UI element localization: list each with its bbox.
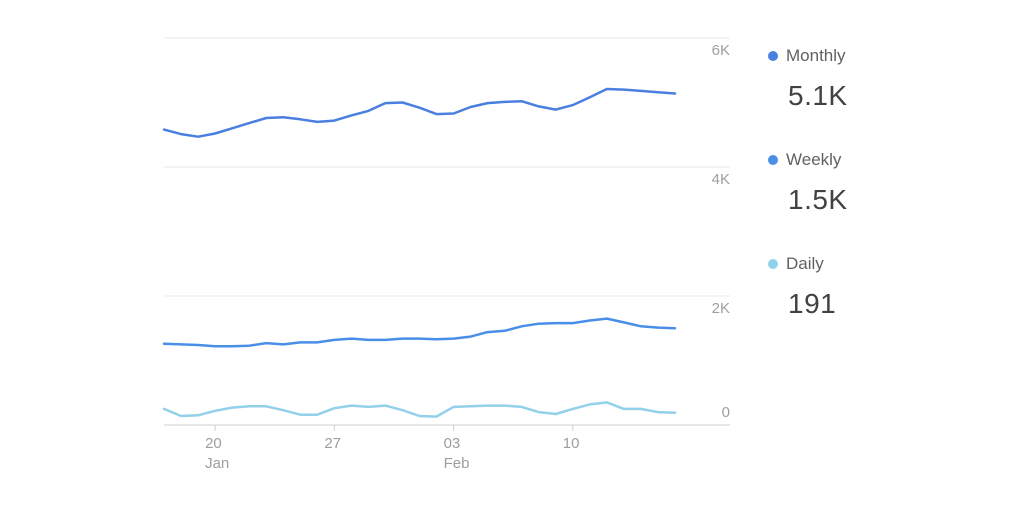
y-tick-label-0: 0 — [722, 404, 730, 421]
series-line-weekly — [162, 317, 677, 348]
legend-item-monthly[interactable]: Monthly 5.1K — [768, 44, 968, 148]
legend: Monthly 5.1K Weekly 1.5K Daily 191 — [768, 44, 968, 356]
series-line-monthly — [162, 87, 677, 138]
x-tick-day-10: 10 — [563, 435, 580, 452]
legend-dot-daily — [768, 259, 778, 269]
y-tick-label-2k: 2K — [712, 300, 730, 317]
y-axis-ticks: 0 2K 4K 6K — [712, 42, 730, 421]
x-axis-ticks: 20 Jan 27 03 Feb 10 — [205, 425, 579, 472]
x-tick-month-feb: Feb — [444, 455, 470, 472]
x-tick-month-jan: Jan — [205, 455, 229, 472]
grid-lines — [164, 37, 730, 426]
legend-name-weekly: Weekly — [786, 150, 842, 169]
series-line-daily — [162, 401, 677, 418]
y-tick-label-4k: 4K — [712, 171, 730, 188]
x-tick-day-03: 03 — [444, 435, 461, 452]
legend-value-daily: 191 — [788, 288, 837, 319]
x-tick-day-20: 20 — [205, 435, 222, 452]
legend-name-daily: Daily — [786, 254, 824, 273]
legend-value-weekly: 1.5K — [788, 184, 848, 215]
legend-item-daily[interactable]: Daily 191 — [768, 252, 968, 356]
legend-name-monthly: Monthly — [786, 46, 846, 65]
legend-value-monthly: 5.1K — [788, 80, 848, 111]
legend-dot-monthly — [768, 51, 778, 61]
y-tick-label-6k: 6K — [712, 42, 730, 59]
legend-item-weekly[interactable]: Weekly 1.5K — [768, 148, 968, 252]
x-tick-day-27: 27 — [324, 435, 341, 452]
series-lines — [162, 87, 677, 418]
legend-dot-weekly — [768, 155, 778, 165]
